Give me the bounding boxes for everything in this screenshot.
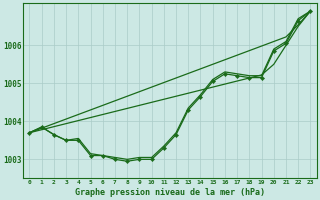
- X-axis label: Graphe pression niveau de la mer (hPa): Graphe pression niveau de la mer (hPa): [75, 188, 265, 197]
